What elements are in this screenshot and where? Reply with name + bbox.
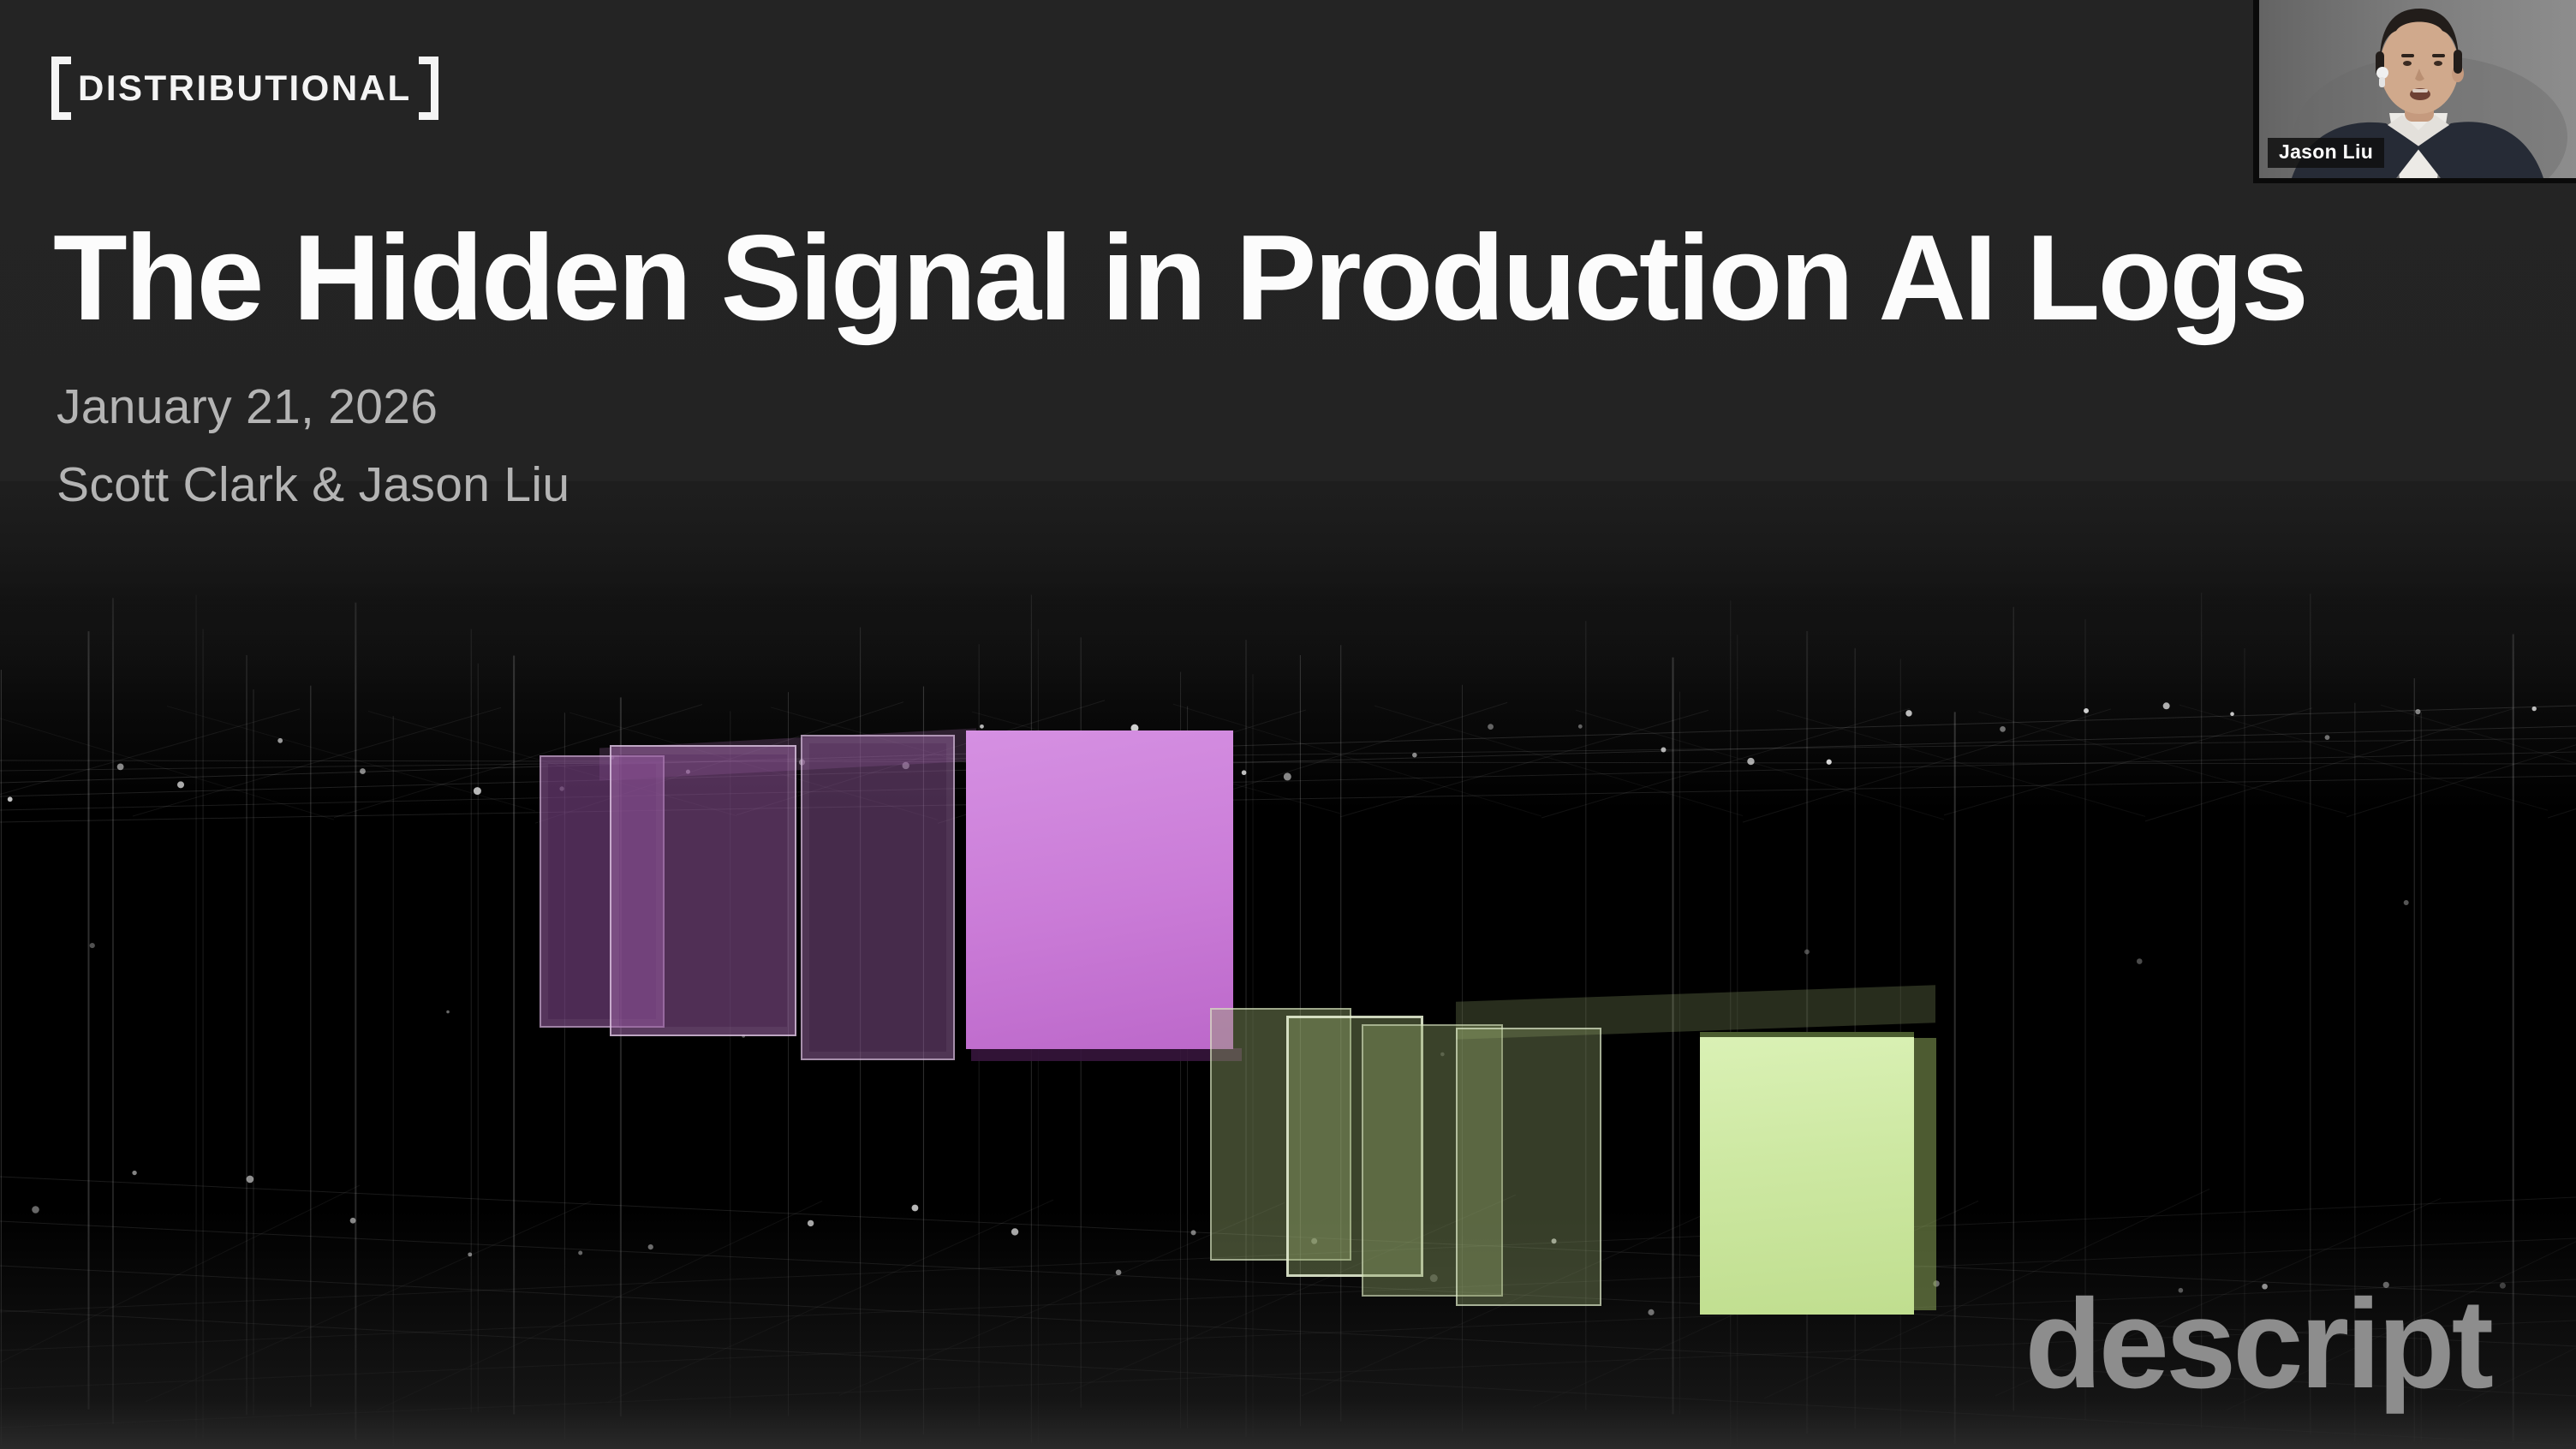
panel-purple-2 <box>610 745 796 1036</box>
webcam-tile[interactable]: Jason Liu <box>2253 0 2576 218</box>
slide-date: January 21, 2026 <box>57 379 438 434</box>
grid-ceiling-lines <box>0 700 2576 824</box>
earbud-icon <box>2376 67 2388 79</box>
panel-green-5-bright <box>1700 1032 1914 1315</box>
logo-bracket-left-icon <box>51 57 71 120</box>
scene-top-fade <box>0 481 2576 695</box>
participant-name-label: Jason Liu <box>2268 137 2385 168</box>
panel-purple-3 <box>801 735 955 1060</box>
panel-green-5-side-face <box>1914 1038 1936 1310</box>
panel-green-3 <box>1362 1024 1503 1297</box>
panel-green-1 <box>1210 1008 1351 1261</box>
slide-subtitle: January 21, 2026 Scott Clark & Jason Liu <box>57 368 569 524</box>
panel-green-2 <box>1286 1016 1423 1277</box>
slide-title: The Hidden Signal in Production AI Logs <box>53 210 2309 346</box>
logo-text: DISTRIBUTIONAL <box>78 68 412 108</box>
slide-authors: Scott Clark & Jason Liu <box>57 457 570 513</box>
3d-grid-scene <box>0 481 2576 1449</box>
panel-purple-4-bottom-face <box>971 1048 1242 1061</box>
panel-green-4 <box>1456 1028 1601 1306</box>
descript-watermark: descript <box>2024 1273 2494 1415</box>
panel-purple-4-bright <box>966 730 1233 1049</box>
distributional-logo: DISTRIBUTIONAL <box>51 55 438 122</box>
participant-avatar <box>2259 0 2576 218</box>
webcam-video-frame <box>2259 0 2576 218</box>
logo-bracket-right-icon <box>418 57 438 120</box>
